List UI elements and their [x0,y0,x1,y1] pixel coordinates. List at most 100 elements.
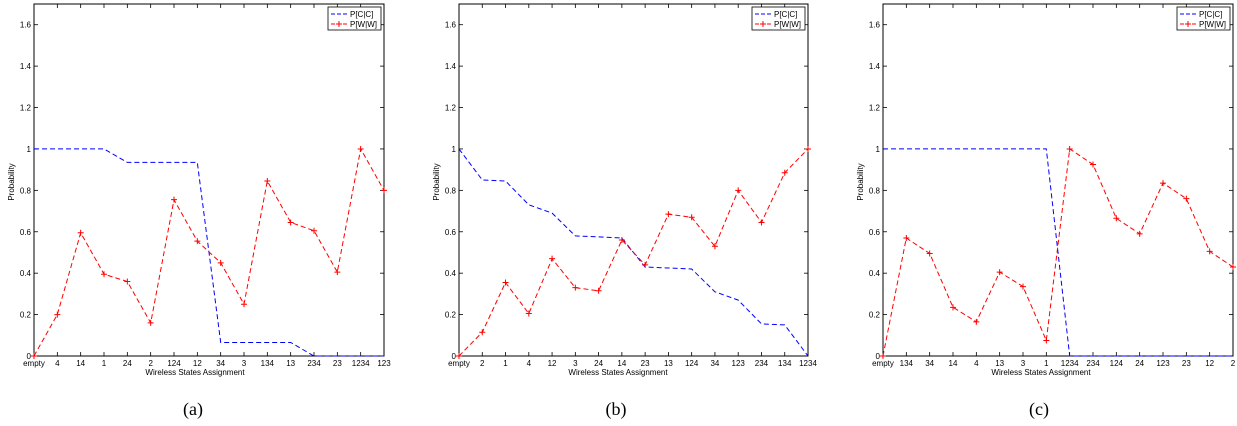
legend-label-1: P[W|W] [774,20,801,29]
x-tick-label: 13 [664,359,673,368]
series-point-1 [1230,263,1236,270]
x-tick-label: 12 [193,359,202,368]
y-tick-label: 1.6 [445,21,457,30]
x-tick-label: 234 [1086,359,1100,368]
series-point-1 [1043,337,1050,344]
series-point-1 [101,271,107,278]
legend-label-0: P[C|C] [350,10,373,19]
legend-label-1: P[W|W] [1199,20,1226,29]
series-point-1 [805,145,811,152]
y-tick-label: 0 [27,352,32,361]
series-point-1 [241,301,247,308]
x-tick-label: 134 [778,359,792,368]
x-tick-label: 34 [216,359,225,368]
x-tick-label: 1234 [352,359,370,368]
x-tick-label: 4 [527,359,532,368]
legend-label-0: P[C|C] [774,10,797,19]
x-tick-label: 13 [286,359,295,368]
x-tick-label: 12 [1205,359,1214,368]
x-tick-label: 12 [548,359,557,368]
series-point-1 [688,214,695,221]
series-point-1 [124,278,131,285]
x-tick-label: 124 [685,359,699,368]
legend: P[C|C]P[W|W] [327,6,382,31]
y-tick-label: 0.2 [445,311,457,320]
x-tick-label: 3 [573,359,578,368]
x-tick-label: 2 [148,359,153,368]
x-tick-label: 234 [307,359,321,368]
x-tick-label: 123 [1156,359,1170,368]
y-tick-label: 0.8 [445,186,457,195]
legend-marker-1 [1185,21,1191,27]
series-point-1 [194,238,201,245]
y-tick-label: 1 [876,145,881,154]
x-tick-label: empty [448,359,470,368]
y-axis-label: Probability [432,163,441,200]
series-point-1 [502,279,509,286]
plot-frame [458,3,809,357]
series-point-1 [147,319,154,326]
plot-frame [882,3,1234,357]
panel-caption: (c) [1029,399,1049,420]
series-point-1 [1020,283,1026,290]
series-line-0 [883,148,1233,357]
y-tick-label: 0.8 [869,186,881,195]
x-tick-label: 3 [1021,359,1026,368]
series-point-1 [479,329,486,336]
x-tick-label: 4 [55,359,60,368]
series-point-1 [1206,248,1213,255]
y-tick-label: 1 [27,145,32,154]
series-point-1 [758,219,765,226]
x-tick-label: 124 [1110,359,1124,368]
y-tick-label: 0.4 [869,269,881,278]
x-tick-label: 2 [1231,359,1236,368]
x-tick-label: 23 [1182,359,1191,368]
y-tick-label: 0.4 [20,269,32,278]
y-tick-label: 0.6 [445,228,457,237]
y-tick-label: 1.4 [20,62,32,71]
x-tick-label: 1 [102,359,107,368]
legend: P[C|C]P[W|W] [1176,6,1231,31]
x-tick-label: empty [872,359,894,368]
x-tick-label: 3 [242,359,247,368]
series-point-1 [973,318,980,325]
legend-label-1: P[W|W] [350,20,377,29]
x-tick-label: empty [23,359,45,368]
x-tick-label: 1234 [1061,359,1079,368]
series-line-1 [882,148,1234,357]
series-point-1 [381,187,387,194]
series-point-1 [880,353,886,359]
x-tick-label: 4 [974,359,979,368]
x-tick-label: 1 [503,359,508,368]
chart-panel-2: 0 0.2 0.4 0.6 0.8 1 1.2 1.4 1.6 empty 134 34 14 4 13 3 1… [856,3,1236,420]
series-point-1 [903,234,910,241]
y-axis-label: Probability [856,163,865,200]
x-tick-label: 124 [167,359,181,368]
y-tick-label: 1.6 [869,21,881,30]
y-tick-label: 0.8 [20,186,32,195]
panel-caption: (a) [183,399,203,420]
series-point-1 [618,237,625,244]
x-tick-label: 14 [76,359,85,368]
x-axis-label: Wireless States Assignment [991,368,1091,377]
legend-label-0: P[C|C] [1199,10,1222,19]
x-tick-label: 23 [333,359,342,368]
series-point-1 [735,187,742,194]
y-tick-label: 1.4 [869,62,881,71]
series-point-1 [525,310,532,317]
series-point-1 [311,227,317,234]
series-point-1 [665,211,672,218]
x-tick-label: 34 [710,359,719,368]
series-point-1 [171,196,177,203]
x-tick-label: 14 [949,359,958,368]
series-point-1 [1090,161,1096,168]
series-line-1 [458,148,809,357]
x-tick-label: 24 [123,359,132,368]
x-tick-label: 14 [617,359,626,368]
series-point-1 [334,269,341,276]
y-tick-label: 1.2 [869,104,881,113]
panel-caption: (b) [606,399,627,420]
series-point-1 [996,269,1003,276]
